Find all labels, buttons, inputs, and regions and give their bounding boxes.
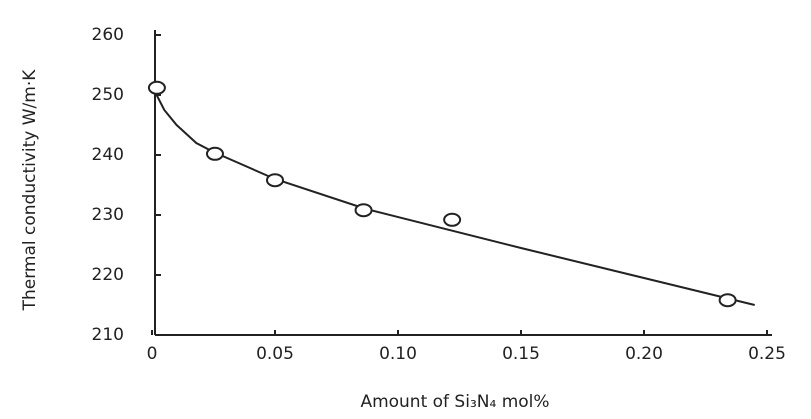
y-tick-label: 210	[92, 325, 124, 345]
x-tick-label: 0.10	[379, 344, 417, 364]
data-point	[444, 214, 460, 226]
y-tick-label: 220	[92, 265, 124, 285]
data-point	[149, 82, 165, 94]
fit-curve	[152, 86, 755, 305]
x-tick-label: 0	[147, 344, 158, 364]
y-tick-label: 240	[92, 145, 124, 165]
data-point	[720, 294, 736, 306]
x-tick-label: 0.05	[256, 344, 294, 364]
data-point	[356, 204, 372, 216]
chart: Thermal conductivity W/m·K Amount of Si₃…	[0, 0, 811, 419]
y-axis-label: Thermal conductivity W/m·K	[20, 69, 40, 312]
x-axis-label: Amount of Si₃N₄ mol%	[360, 392, 549, 412]
data-point	[207, 148, 223, 160]
x-tick-label: 0.25	[748, 344, 786, 364]
y-tick-label: 260	[92, 25, 124, 45]
x-tick-label: 0.20	[625, 344, 663, 364]
data-point	[267, 174, 283, 186]
y-tick-label: 230	[92, 205, 124, 225]
x-tick-label: 0.15	[502, 344, 540, 364]
y-tick-label: 250	[92, 85, 124, 105]
